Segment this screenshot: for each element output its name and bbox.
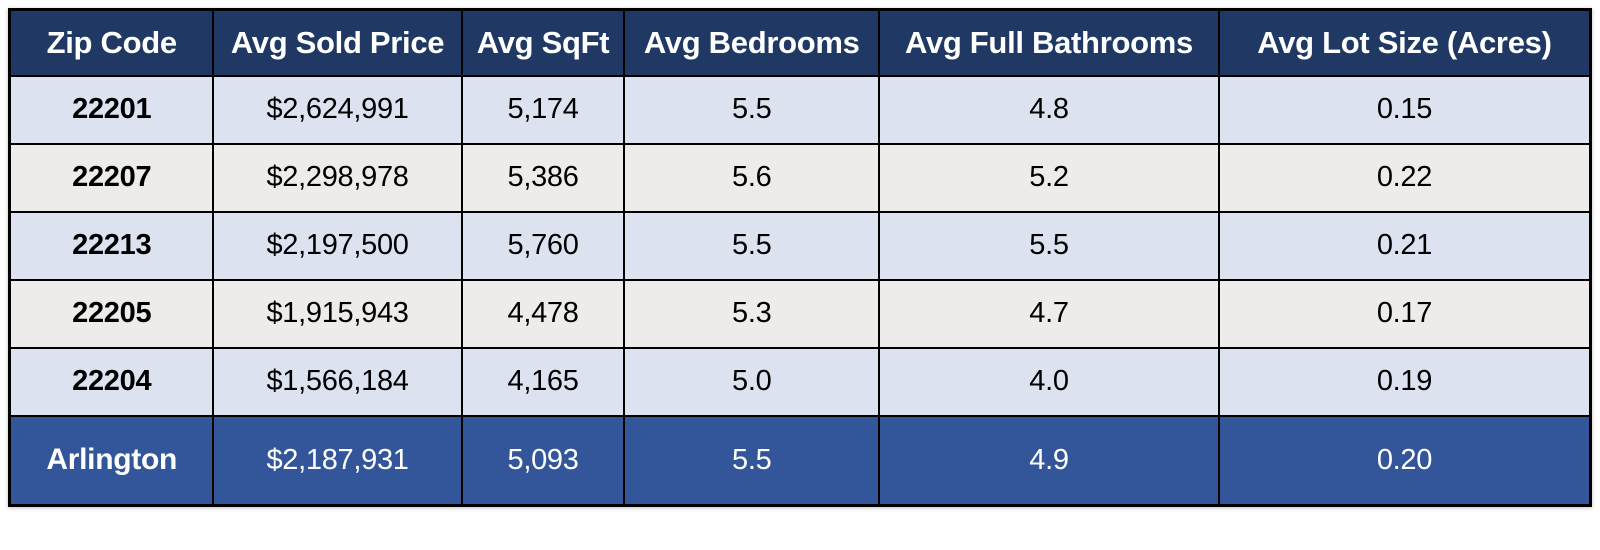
column-header-avg-lot-size: Avg Lot Size (Acres) xyxy=(1217,8,1592,77)
avg-bedrooms-cell: 5.5 xyxy=(623,210,880,281)
summary-label-cell: Arlington xyxy=(8,414,215,507)
zip-code-cell: 22207 xyxy=(8,142,215,213)
avg-full-bathrooms-cell: 4.7 xyxy=(878,278,1220,349)
summary-row-arlington: Arlington $2,187,931 5,093 5.5 4.9 0.20 xyxy=(8,414,1592,507)
table-row-22201: 22201 $2,624,991 5,174 5.5 4.8 0.15 xyxy=(8,74,1592,145)
avg-full-bathrooms-cell: 4.0 xyxy=(878,346,1220,417)
avg-full-bathrooms-cell: 4.8 xyxy=(878,74,1220,145)
table-row-22207: 22207 $2,298,978 5,386 5.6 5.2 0.22 xyxy=(8,142,1592,213)
zip-code-cell: 22204 xyxy=(8,346,215,417)
column-header-avg-sqft: Avg SqFt xyxy=(460,8,626,77)
avg-full-bathrooms-cell: 5.2 xyxy=(878,142,1220,213)
avg-sqft-cell: 4,165 xyxy=(460,346,626,417)
column-header-zip-code: Zip Code xyxy=(8,8,215,77)
avg-sqft-cell: 4,478 xyxy=(460,278,626,349)
avg-bedrooms-cell: 5.0 xyxy=(623,346,880,417)
avg-sold-price-cell: $2,197,500 xyxy=(212,210,463,281)
avg-lot-size-cell: 0.17 xyxy=(1217,278,1592,349)
avg-lot-size-cell: 0.15 xyxy=(1217,74,1592,145)
avg-sold-price-cell: $1,566,184 xyxy=(212,346,463,417)
avg-sold-price-cell: $2,187,931 xyxy=(212,414,463,507)
zip-code-cell: 22205 xyxy=(8,278,215,349)
table-row-22205: 22205 $1,915,943 4,478 5.3 4.7 0.17 xyxy=(8,278,1592,349)
avg-full-bathrooms-cell: 5.5 xyxy=(878,210,1220,281)
avg-sqft-cell: 5,093 xyxy=(460,414,626,507)
avg-lot-size-cell: 0.21 xyxy=(1217,210,1592,281)
avg-bedrooms-cell: 5.5 xyxy=(623,414,880,507)
avg-sold-price-cell: $1,915,943 xyxy=(212,278,463,349)
avg-sqft-cell: 5,386 xyxy=(460,142,626,213)
column-header-avg-bedrooms: Avg Bedrooms xyxy=(623,8,880,77)
header-row: Zip Code Avg Sold Price Avg SqFt Avg Bed… xyxy=(8,8,1592,77)
column-header-avg-sold-price: Avg Sold Price xyxy=(212,8,463,77)
avg-bedrooms-cell: 5.3 xyxy=(623,278,880,349)
avg-sqft-cell: 5,174 xyxy=(460,74,626,145)
zip-code-cell: 22213 xyxy=(8,210,215,281)
avg-bedrooms-cell: 5.6 xyxy=(623,142,880,213)
zip-code-stats-table: Zip Code Avg Sold Price Avg SqFt Avg Bed… xyxy=(8,8,1592,507)
avg-lot-size-cell: 0.22 xyxy=(1217,142,1592,213)
table-row-22213: 22213 $2,197,500 5,760 5.5 5.5 0.21 xyxy=(8,210,1592,281)
avg-lot-size-cell: 0.20 xyxy=(1217,414,1592,507)
avg-sqft-cell: 5,760 xyxy=(460,210,626,281)
column-header-avg-full-bathrooms: Avg Full Bathrooms xyxy=(878,8,1220,77)
avg-full-bathrooms-cell: 4.9 xyxy=(878,414,1220,507)
avg-sold-price-cell: $2,624,991 xyxy=(212,74,463,145)
avg-sold-price-cell: $2,298,978 xyxy=(212,142,463,213)
avg-lot-size-cell: 0.19 xyxy=(1217,346,1592,417)
table-row-22204: 22204 $1,566,184 4,165 5.0 4.0 0.19 xyxy=(8,346,1592,417)
zip-code-cell: 22201 xyxy=(8,74,215,145)
avg-bedrooms-cell: 5.5 xyxy=(623,74,880,145)
